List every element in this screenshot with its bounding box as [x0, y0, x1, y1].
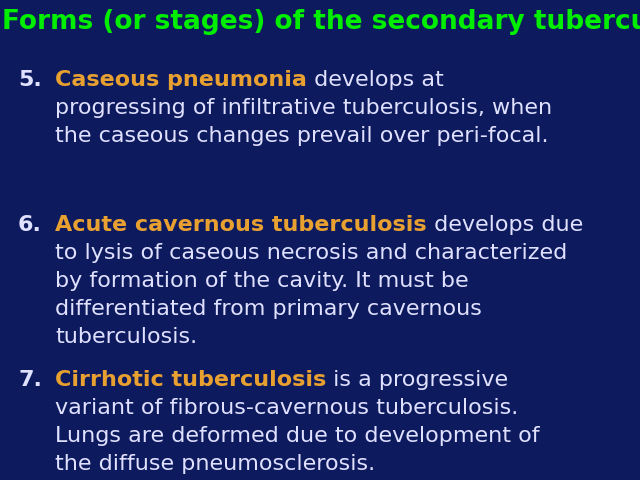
- Text: develops due: develops due: [427, 215, 583, 235]
- Text: by formation of the cavity. It must be: by formation of the cavity. It must be: [55, 271, 468, 291]
- Text: 7.: 7.: [18, 370, 42, 390]
- Text: to lysis of caseous necrosis and characterized: to lysis of caseous necrosis and charact…: [55, 243, 567, 263]
- Text: variant of fibrous-cavernous tuberculosis.: variant of fibrous-cavernous tuberculosi…: [55, 398, 518, 418]
- Text: Caseous pneumonia: Caseous pneumonia: [55, 70, 307, 90]
- Text: differentiated from primary cavernous: differentiated from primary cavernous: [55, 299, 482, 319]
- Text: Lungs are deformed due to development of: Lungs are deformed due to development of: [55, 426, 540, 446]
- Text: Forms (or stages) of the secondary tuberculosis: Forms (or stages) of the secondary tuber…: [2, 9, 640, 35]
- Text: Cirrhotic tuberculosis: Cirrhotic tuberculosis: [55, 370, 326, 390]
- Text: tuberculosis.: tuberculosis.: [55, 327, 197, 347]
- Text: 6.: 6.: [18, 215, 42, 235]
- Text: the caseous changes prevail over peri-focal.: the caseous changes prevail over peri-fo…: [55, 126, 548, 146]
- Text: Acute cavernous tuberculosis: Acute cavernous tuberculosis: [55, 215, 427, 235]
- Text: the diffuse pneumosclerosis.: the diffuse pneumosclerosis.: [55, 454, 375, 474]
- Text: progressing of infiltrative tuberculosis, when: progressing of infiltrative tuberculosis…: [55, 98, 552, 118]
- Text: 5.: 5.: [18, 70, 42, 90]
- Text: develops at: develops at: [307, 70, 444, 90]
- Text: is a progressive: is a progressive: [326, 370, 508, 390]
